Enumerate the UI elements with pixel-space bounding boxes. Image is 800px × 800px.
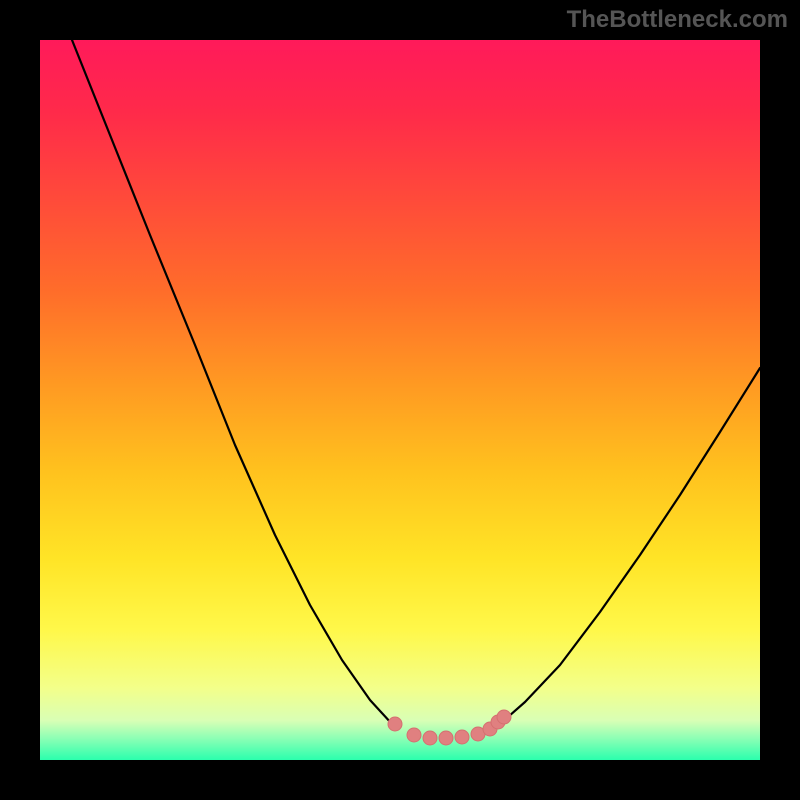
valley-dot bbox=[497, 710, 511, 724]
watermark-text: TheBottleneck.com bbox=[567, 6, 788, 34]
chart-container: TheBottleneck.com bbox=[0, 0, 800, 800]
valley-dot bbox=[423, 731, 437, 745]
gradient-background bbox=[40, 40, 760, 760]
valley-dot bbox=[439, 731, 453, 745]
valley-dot bbox=[407, 728, 421, 742]
valley-dot bbox=[388, 717, 402, 731]
valley-dot bbox=[455, 730, 469, 744]
bottleneck-curve-chart bbox=[0, 0, 800, 800]
